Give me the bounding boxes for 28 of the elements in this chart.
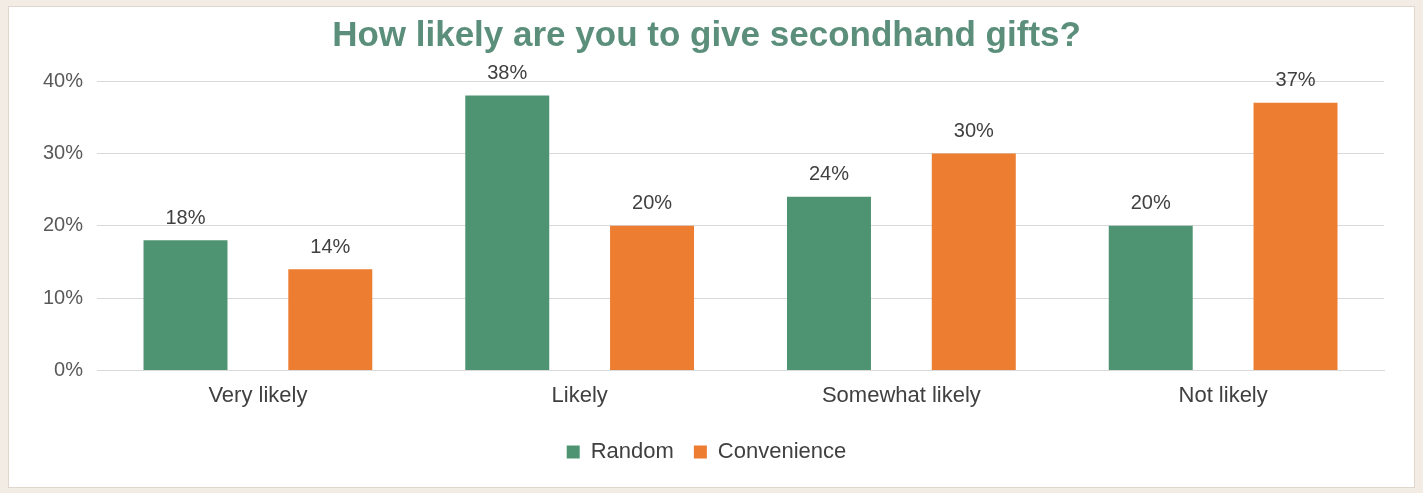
data-label: 24% — [808, 162, 850, 185]
y-tick-label: 0% — [54, 358, 84, 381]
bar — [465, 95, 550, 371]
x-tick-label: Somewhat likely — [821, 381, 981, 407]
data-label: 20% — [632, 191, 673, 214]
data-label: 14% — [310, 234, 351, 257]
bar — [787, 196, 871, 371]
x-tick-label: Likely — [551, 381, 608, 407]
legend-label: Convenience — [717, 438, 847, 464]
data-label: 18% — [165, 205, 206, 228]
bar — [1108, 225, 1193, 371]
data-label: 37% — [1275, 68, 1316, 91]
x-tick-label: Very likely — [208, 381, 308, 407]
y-tick-label: 40% — [43, 68, 84, 91]
bar — [931, 153, 1016, 371]
legend-label: Random — [590, 438, 674, 464]
bar — [610, 225, 695, 371]
data-label: 30% — [953, 118, 995, 141]
y-tick-label: 10% — [43, 285, 84, 308]
bar — [143, 240, 228, 371]
data-label: 38% — [487, 61, 528, 83]
bar — [288, 269, 373, 371]
y-tick-label: 20% — [43, 213, 84, 236]
bar — [1253, 102, 1338, 371]
y-tick-label: 30% — [43, 140, 84, 163]
data-label: 20% — [1130, 191, 1171, 214]
chart-title: How likely are you to give secondhand gifts? — [332, 13, 1081, 53]
x-tick-label: Not likely — [1178, 381, 1268, 407]
